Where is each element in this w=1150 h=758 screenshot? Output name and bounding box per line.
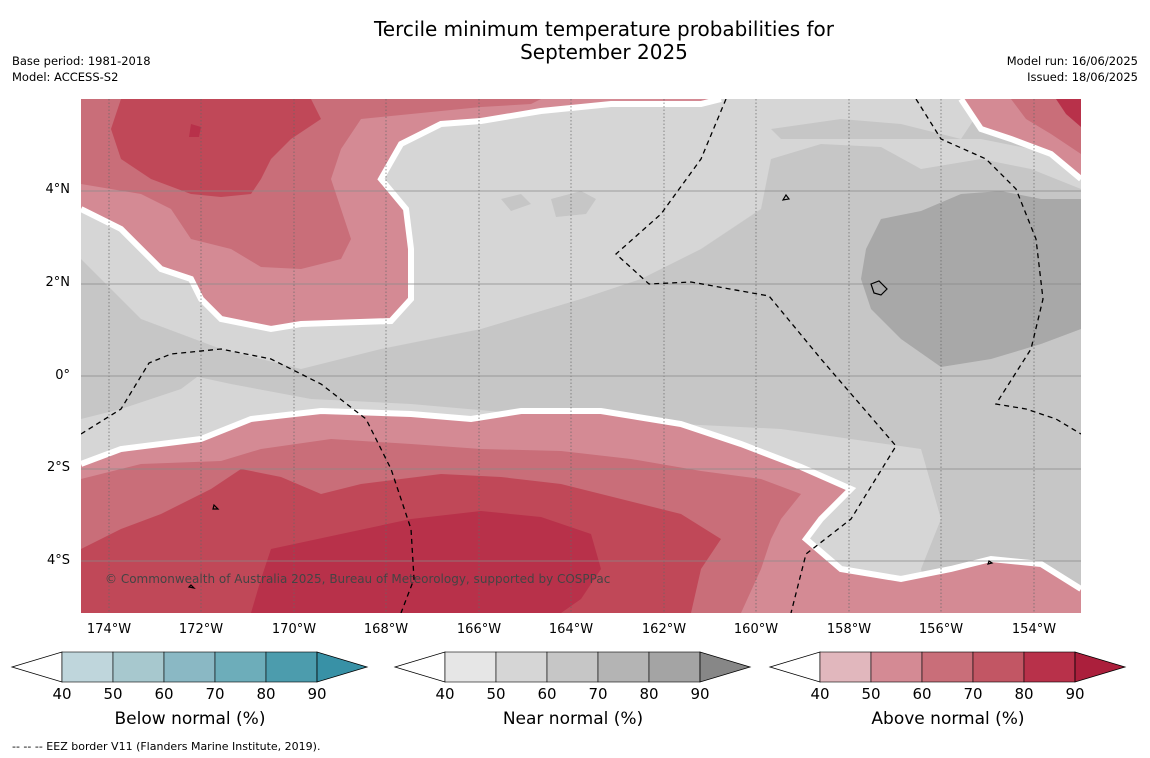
islands — [187, 193, 994, 589]
cbar1-tick-90: 90 — [690, 685, 710, 703]
cbar1-tick-70: 70 — [588, 685, 608, 703]
eez-border-west — [81, 348, 415, 613]
cbar2-tick-80: 80 — [1014, 685, 1034, 703]
island-northeast — [781, 193, 791, 201]
cbar2-tick-60: 60 — [912, 685, 932, 703]
lat-label-2s: 2°S — [46, 460, 70, 475]
above-normal-northeast-core — [1056, 99, 1081, 127]
above-normal-northeast-inner — [1011, 99, 1081, 154]
cbar1-tick-40: 40 — [435, 685, 455, 703]
lon-label-154w: 154°W — [1011, 622, 1057, 637]
colorbar-segment — [546, 651, 599, 683]
map-title-line2: September 2025 — [520, 40, 688, 64]
colorbar-segment — [1023, 651, 1076, 683]
colorbar-near-normal-label: Near normal (%) — [502, 709, 644, 729]
eez-border-east — [915, 99, 1081, 435]
colorbar-segment — [265, 651, 318, 683]
colorbar-near-normal — [393, 651, 752, 683]
model-name: Model: ACCESS-S2 — [12, 70, 119, 84]
cbar2-tick-40: 40 — [810, 685, 830, 703]
latitude-lines — [81, 190, 1081, 562]
lat-label-4n: 4°N — [45, 182, 71, 197]
model-info: Base period: 1981-2018 Model: ACCESS-S2 — [12, 53, 151, 85]
lon-label-172w: 172°W — [178, 622, 224, 637]
cbar2-tick-70: 70 — [963, 685, 983, 703]
island-east — [870, 280, 888, 296]
lon-label-166w: 166°W — [456, 622, 502, 637]
colorbar-extend-high — [1074, 651, 1127, 683]
above-normal-80-90-patch — [189, 124, 201, 137]
cbar0-tick-40: 40 — [52, 685, 72, 703]
lat-label-4s: 4°S — [46, 553, 70, 568]
cbar0-tick-90: 90 — [307, 685, 327, 703]
tercile-boundary-north — [81, 99, 722, 333]
lon-label-174w: 174°W — [86, 622, 132, 637]
lon-label-170w: 170°W — [271, 622, 317, 637]
cbar2-tick-90: 90 — [1065, 685, 1085, 703]
colorbar-segment — [648, 651, 701, 683]
lon-label-156w: 156°W — [918, 622, 964, 637]
issued-date: Issued: 18/06/2025 — [1027, 70, 1138, 84]
eez-footnote: -- -- -- EEZ border V11 (Flanders Marine… — [12, 740, 321, 753]
near-normal-60-70-west — [81, 269, 221, 419]
map-title: Tercile minimum temperature probabilitie… — [300, 18, 908, 64]
copyright-notice: © Commonwealth of Australia 2025, Bureau… — [105, 572, 611, 586]
lon-label-168w: 168°W — [363, 622, 409, 637]
colorbar-below-normal-label: Below normal (%) — [114, 709, 266, 729]
near-normal-small-patch — [501, 191, 596, 217]
cbar0-tick-70: 70 — [205, 685, 225, 703]
map-canvas — [81, 99, 1081, 613]
model-run-date: Model run: 16/06/2025 — [1006, 54, 1138, 68]
lat-label-equator: 0° — [55, 368, 70, 383]
colorbar-extend-high — [699, 651, 752, 683]
island-south — [212, 503, 220, 510]
graticule — [108, 99, 1035, 613]
near-normal-70-80-region — [861, 191, 1081, 367]
tercile-boundary-south — [81, 407, 1081, 592]
colorbar-above-normal-label: Above normal (%) — [871, 709, 1025, 729]
lon-label-158w: 158°W — [826, 622, 872, 637]
lat-label-2n: 2°N — [45, 275, 71, 290]
colorbar-above-normal — [768, 651, 1127, 683]
cbar1-tick-80: 80 — [639, 685, 659, 703]
eez-border-central — [615, 99, 897, 613]
cbar2-tick-50: 50 — [861, 685, 881, 703]
colorbar-segment — [163, 651, 216, 683]
map-title-line1: Tercile minimum temperature probabilitie… — [373, 17, 835, 41]
lon-label-162w: 162°W — [641, 622, 687, 637]
colorbar-extend-high — [316, 651, 369, 683]
eez-borders — [81, 99, 1081, 613]
lon-label-160w: 160°W — [733, 622, 779, 637]
near-normal-60-70-region — [81, 144, 1081, 613]
island-south-small — [187, 584, 196, 589]
colorbar-below-normal — [10, 651, 369, 683]
colorbar-extend-low — [393, 651, 446, 683]
colorbar-segment — [819, 651, 872, 683]
probability-map[interactable]: © Commonwealth of Australia 2025, Bureau… — [81, 99, 1081, 613]
colorbar-segment — [495, 651, 548, 683]
colorbar-segment — [112, 651, 165, 683]
base-period: Base period: 1981-2018 — [12, 54, 151, 68]
colorbar-extend-low — [768, 651, 821, 683]
cbar0-tick-50: 50 — [103, 685, 123, 703]
colorbar-extend-low — [10, 651, 63, 683]
colorbar-segment — [597, 651, 650, 683]
above-normal-70-80-north — [111, 99, 321, 197]
cbar1-tick-60: 60 — [537, 685, 557, 703]
cbar0-tick-60: 60 — [154, 685, 174, 703]
colorbar-segment — [61, 651, 114, 683]
lon-label-164w: 164°W — [548, 622, 594, 637]
run-info: Model run: 16/06/2025 Issued: 18/06/2025 — [1007, 53, 1138, 85]
tercile-boundary-northeast — [958, 99, 1081, 182]
above-normal-80-90-south — [251, 511, 601, 613]
cbar0-tick-80: 80 — [256, 685, 276, 703]
colorbar-segment — [214, 651, 267, 683]
colorbar-segment — [921, 651, 974, 683]
island-far-east — [987, 560, 994, 565]
colorbar-segment — [972, 651, 1025, 683]
colorbar-segment — [870, 651, 923, 683]
colorbar-segment — [444, 651, 497, 683]
cbar1-tick-50: 50 — [486, 685, 506, 703]
